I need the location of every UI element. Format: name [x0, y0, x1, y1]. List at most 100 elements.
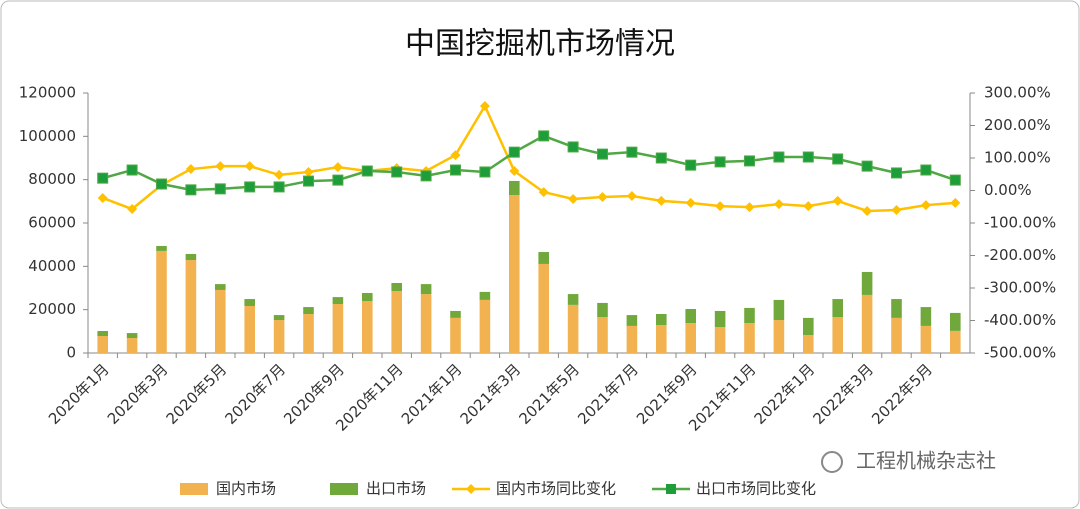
bar — [891, 299, 902, 318]
line-marker — [479, 101, 490, 111]
bar — [861, 271, 873, 295]
line-marker — [862, 205, 873, 216]
line-marker — [803, 201, 814, 212]
bar — [362, 301, 373, 353]
line-marker — [185, 184, 197, 196]
bar — [950, 312, 961, 331]
y2-tick-label: -100.00% — [984, 214, 1056, 232]
bar — [126, 338, 138, 353]
bar — [479, 291, 491, 300]
line-marker — [949, 174, 961, 186]
bar — [273, 315, 285, 321]
line-marker — [509, 166, 520, 176]
bar — [420, 284, 432, 295]
bar — [803, 335, 814, 353]
line-marker — [303, 175, 314, 187]
bar — [185, 260, 197, 353]
legend-swatch — [180, 483, 208, 495]
y2-tick-label: -500.00% — [984, 344, 1056, 362]
bar — [215, 284, 226, 290]
y-tick-label: 60000 — [28, 214, 76, 232]
bar — [332, 297, 344, 305]
bar — [920, 325, 932, 353]
bar — [950, 330, 961, 353]
line-marker — [891, 167, 902, 179]
line-marker — [391, 166, 403, 178]
line-marker — [861, 160, 873, 172]
bar — [244, 305, 255, 353]
line-marker — [597, 192, 608, 202]
line-marker — [273, 181, 285, 193]
y-tick-label: 100000 — [19, 127, 76, 145]
line-marker — [567, 141, 579, 153]
line-marker — [626, 146, 638, 158]
bar — [714, 310, 726, 327]
bar — [362, 292, 373, 301]
bar — [156, 250, 167, 353]
line-marker — [185, 164, 196, 175]
line-marker — [450, 164, 461, 176]
line-marker — [538, 187, 549, 198]
y2-tick-label: 0.00% — [984, 181, 1032, 199]
legend-marker — [466, 484, 476, 494]
bar — [920, 307, 932, 326]
line-marker — [744, 202, 755, 213]
line-marker — [715, 201, 726, 212]
line-marker — [597, 148, 608, 160]
line-marker — [832, 195, 843, 206]
bar — [891, 317, 902, 353]
line-marker — [214, 183, 226, 195]
line-marker — [274, 169, 285, 180]
bar — [656, 325, 667, 353]
y-tick-label: 80000 — [28, 170, 76, 188]
watermark-text: 工程机械杂志社 — [856, 449, 996, 473]
bar — [97, 335, 108, 353]
bar — [303, 307, 314, 314]
y-tick-label: 120000 — [19, 84, 76, 102]
bar — [509, 180, 520, 196]
line-marker — [508, 146, 520, 158]
bar — [126, 333, 138, 339]
watermark: 工程机械杂志社 — [821, 449, 996, 473]
y-tick-label: 40000 — [28, 257, 76, 275]
line-marker — [891, 205, 902, 215]
line-marker — [361, 165, 373, 177]
line-marker — [626, 191, 637, 202]
legend-label: 国内市场同比变化 — [496, 480, 616, 498]
bar — [773, 299, 785, 321]
bar — [185, 253, 197, 261]
bar — [538, 252, 549, 264]
line-marker — [126, 164, 138, 176]
line-marker — [156, 178, 167, 190]
bar — [685, 309, 696, 324]
line-marker — [920, 200, 931, 211]
bar — [597, 302, 608, 318]
line-marker — [655, 152, 667, 164]
bar — [509, 195, 520, 353]
bar — [597, 317, 608, 353]
line-marker — [773, 199, 784, 210]
line-marker — [773, 151, 785, 163]
bar — [685, 323, 696, 353]
bar — [391, 291, 402, 353]
bar — [832, 299, 843, 318]
y2-tick-label: -300.00% — [984, 279, 1056, 297]
bar — [744, 323, 755, 353]
line-marker — [744, 155, 755, 167]
bar — [303, 314, 314, 353]
bar — [97, 331, 108, 336]
line-marker — [714, 156, 726, 168]
bar — [567, 304, 579, 353]
bar — [273, 320, 285, 353]
bar — [332, 304, 344, 353]
bar — [538, 263, 549, 353]
bar — [656, 314, 667, 326]
bar — [215, 289, 226, 353]
line-marker — [568, 193, 579, 204]
line-marker — [950, 197, 961, 208]
bar — [773, 320, 785, 353]
legend-label: 出口市场同比变化 — [696, 480, 816, 498]
y2-tick-label: 100.00% — [984, 149, 1051, 167]
bar — [244, 299, 255, 306]
